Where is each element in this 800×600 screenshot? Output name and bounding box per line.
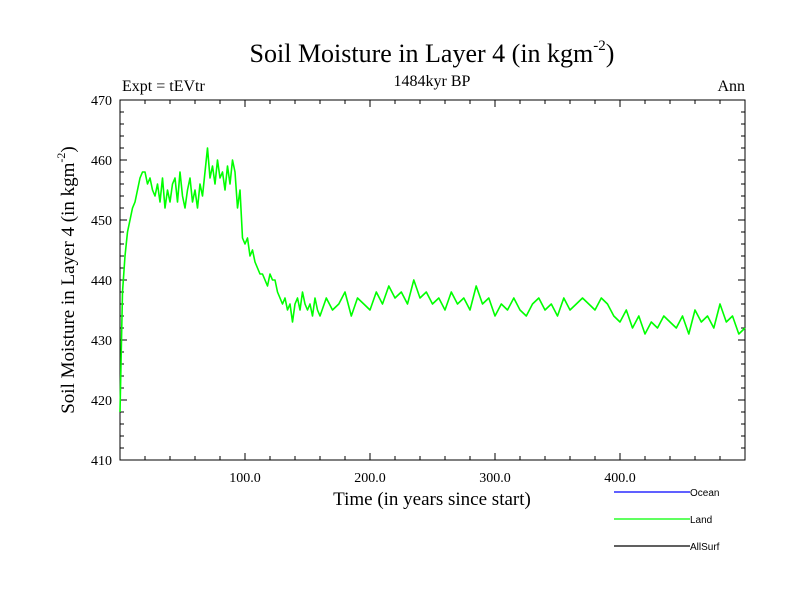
y-tick-label: 470: [91, 94, 112, 109]
plot-frame: [119, 99, 746, 461]
y-axis-label-main: Soil Moisture in Layer 4 (in kgm: [58, 162, 79, 413]
y-tick-label: 430: [91, 334, 112, 349]
x-axis-ticks: 100.0 200.0 300.0 400.0: [144, 100, 721, 486]
season-label: Ann: [717, 78, 745, 95]
series-layer: [119, 147, 746, 413]
y-tick-label: 410: [91, 454, 112, 469]
y-axis-label-superscript: -2: [54, 153, 68, 163]
x-tick-label: 300.0: [479, 471, 511, 486]
x-tick-label: 100.0: [229, 471, 261, 486]
y-tick-label: 460: [91, 154, 112, 169]
chart-title-main: Soil Moisture in Layer 4 (in kgm: [250, 39, 594, 68]
series-line-land: [119, 147, 746, 413]
y-axis-label-suffix: ): [58, 146, 79, 152]
y-tick-label: 420: [91, 394, 112, 409]
legend-ocean-label: Ocean: [690, 488, 719, 499]
x-axis-label: Time (in years since start): [333, 489, 531, 510]
y-axis-label: Soil Moisture in Layer 4 (in kgm-2): [54, 146, 79, 414]
y-tick-label: 440: [91, 274, 112, 289]
legend-land-label: Land: [690, 515, 712, 526]
y-tick-label: 450: [91, 214, 112, 229]
y-axis-ticks: 410 420 430 440 450 460 470: [91, 94, 745, 469]
x-tick-label: 200.0: [354, 471, 386, 486]
legend: Ocean Land AllSurf: [614, 488, 720, 553]
chart-title-superscript: -2: [593, 38, 606, 54]
chart-title-suffix: ): [606, 39, 615, 68]
experiment-label: Expt = tEVtr: [122, 78, 205, 95]
chart-title: Soil Moisture in Layer 4 (in kgm-2): [250, 38, 615, 68]
legend-allsurf-label: AllSurf: [690, 542, 720, 553]
x-tick-label: 400.0: [604, 471, 636, 486]
period-label: 1484kyr BP: [394, 73, 471, 90]
